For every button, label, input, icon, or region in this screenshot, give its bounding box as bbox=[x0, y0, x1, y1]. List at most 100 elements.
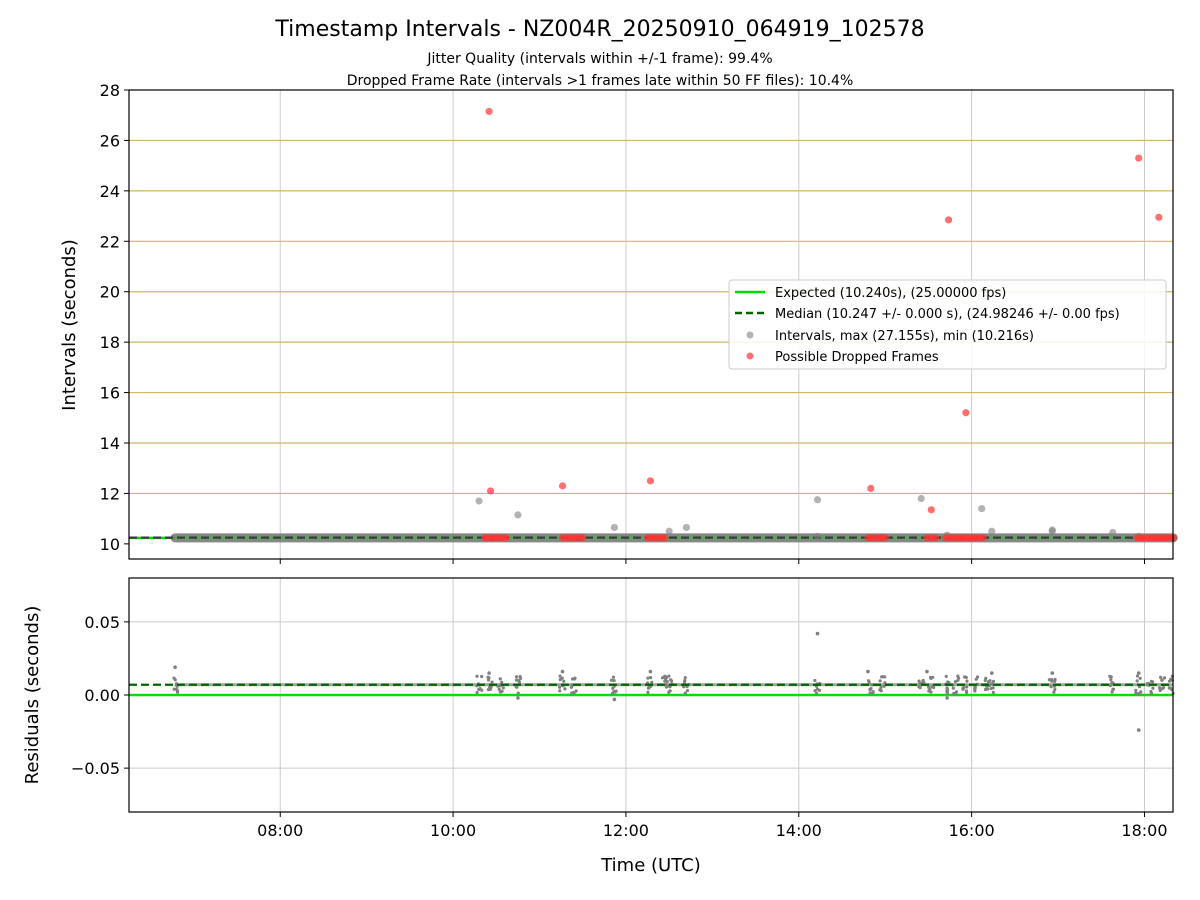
residual-point bbox=[1111, 687, 1116, 691]
residual-point bbox=[929, 690, 933, 694]
residual-point bbox=[989, 682, 994, 686]
residual-point bbox=[917, 685, 921, 689]
residual-point bbox=[974, 677, 978, 681]
dropped-frame-point bbox=[962, 409, 970, 417]
residual-point bbox=[517, 678, 521, 683]
residual-point bbox=[1053, 679, 1057, 684]
residual-point bbox=[929, 676, 933, 680]
residual-point bbox=[514, 675, 519, 679]
residual-point bbox=[1108, 684, 1112, 688]
legend-dropped-swatch bbox=[746, 352, 754, 360]
dropped-frame-point bbox=[927, 506, 935, 514]
top-y-axis-ticks: 10 12 14 16 18 20 22 24 26 28 bbox=[100, 81, 129, 554]
residual-point bbox=[1138, 691, 1142, 696]
top-panel-marks bbox=[129, 107, 1178, 543]
residual-point bbox=[173, 665, 177, 670]
residual-point bbox=[1049, 685, 1053, 689]
residual-point bbox=[870, 683, 874, 687]
interval-point bbox=[1109, 528, 1117, 537]
residual-point bbox=[879, 685, 883, 689]
residual-point bbox=[562, 679, 566, 683]
residual-point bbox=[815, 631, 820, 636]
residual-point bbox=[1150, 680, 1155, 684]
interval-point bbox=[514, 511, 522, 519]
residual-point bbox=[814, 691, 819, 695]
bottom-y-tick-label: −0.05 bbox=[71, 759, 120, 778]
residual-point bbox=[1160, 678, 1164, 682]
x-axis-ticks: 08:00 10:00 12:00 14:00 16:00 18:00 bbox=[257, 559, 1168, 840]
top-y-tick-label: 16 bbox=[100, 384, 120, 403]
dropped-frame-point bbox=[979, 534, 987, 542]
top-y-tick-label: 10 bbox=[100, 535, 120, 554]
legend-intervals-label: Intervals, max (27.155s), min (10.216s) bbox=[775, 329, 1034, 344]
residual-point bbox=[477, 687, 481, 692]
residual-point bbox=[572, 677, 576, 681]
residual-point bbox=[685, 688, 690, 693]
residual-point bbox=[866, 669, 870, 674]
residual-point bbox=[932, 685, 936, 690]
residual-point bbox=[878, 679, 882, 683]
residual-point bbox=[956, 678, 960, 682]
residual-point bbox=[813, 689, 817, 693]
residual-point bbox=[964, 689, 969, 693]
residual-point bbox=[487, 671, 491, 675]
residual-point bbox=[868, 687, 872, 692]
residual-point bbox=[917, 679, 921, 683]
residual-point bbox=[925, 669, 929, 674]
residual-point bbox=[1138, 676, 1142, 680]
residual-point bbox=[944, 674, 948, 678]
residual-point bbox=[945, 690, 949, 694]
dropped-frame-point bbox=[661, 534, 669, 542]
x-tick-label: 08:00 bbox=[257, 821, 303, 840]
interval-point bbox=[917, 494, 925, 503]
residual-point bbox=[973, 689, 977, 693]
residual-point bbox=[514, 678, 519, 682]
residual-point bbox=[500, 680, 504, 684]
x-tick-label: 14:00 bbox=[776, 821, 822, 840]
residual-point bbox=[496, 684, 500, 688]
dropped-frame-point bbox=[1155, 213, 1163, 221]
chart-legend: Expected (10.240s), (25.00000 fps) Media… bbox=[728, 279, 1167, 370]
residual-point bbox=[882, 684, 886, 688]
residual-point bbox=[991, 690, 995, 694]
residual-point bbox=[883, 681, 887, 685]
residual-point bbox=[611, 675, 616, 679]
x-tick-label: 10:00 bbox=[430, 821, 476, 840]
top-y-tick-label: 14 bbox=[100, 434, 120, 453]
top-y-tick-label: 12 bbox=[100, 484, 120, 503]
residual-point bbox=[172, 687, 176, 691]
residual-point bbox=[1135, 674, 1140, 678]
interval-point bbox=[978, 504, 986, 513]
residual-point bbox=[682, 685, 686, 689]
residual-point bbox=[1145, 682, 1150, 686]
residual-point bbox=[1159, 687, 1163, 691]
chart-subtitle-jitter: Jitter Quality (intervals within +/-1 fr… bbox=[426, 51, 772, 67]
residual-point bbox=[612, 697, 617, 702]
residual-point bbox=[1049, 678, 1054, 682]
interval-point bbox=[682, 523, 691, 532]
interval-point bbox=[813, 532, 822, 540]
residual-point bbox=[683, 676, 687, 680]
residual-point bbox=[683, 691, 687, 695]
chart-title: Timestamp Intervals - NZ004R_20250910_06… bbox=[274, 17, 924, 42]
top-panel-frame bbox=[128, 89, 1174, 560]
residual-point bbox=[921, 678, 925, 683]
residual-point bbox=[498, 677, 502, 681]
residual-point bbox=[868, 691, 872, 695]
dropped-frame-point bbox=[646, 477, 655, 485]
residual-point bbox=[867, 680, 871, 685]
residual-point bbox=[646, 676, 650, 680]
residual-point bbox=[1110, 690, 1114, 694]
dropped-frame-point bbox=[881, 534, 889, 542]
residual-point bbox=[560, 669, 565, 674]
residual-point bbox=[1052, 690, 1056, 694]
residual-point bbox=[1109, 675, 1113, 679]
residual-point bbox=[475, 674, 479, 678]
dropped-frame-point bbox=[867, 484, 875, 492]
residual-point bbox=[881, 675, 885, 679]
residual-point bbox=[1135, 679, 1139, 683]
bottom-y-axis-ticks: 0.05 0.00 −0.05 bbox=[71, 613, 129, 778]
dropped-frame-point bbox=[486, 487, 495, 495]
residual-point bbox=[487, 676, 491, 680]
residual-point bbox=[963, 675, 967, 679]
